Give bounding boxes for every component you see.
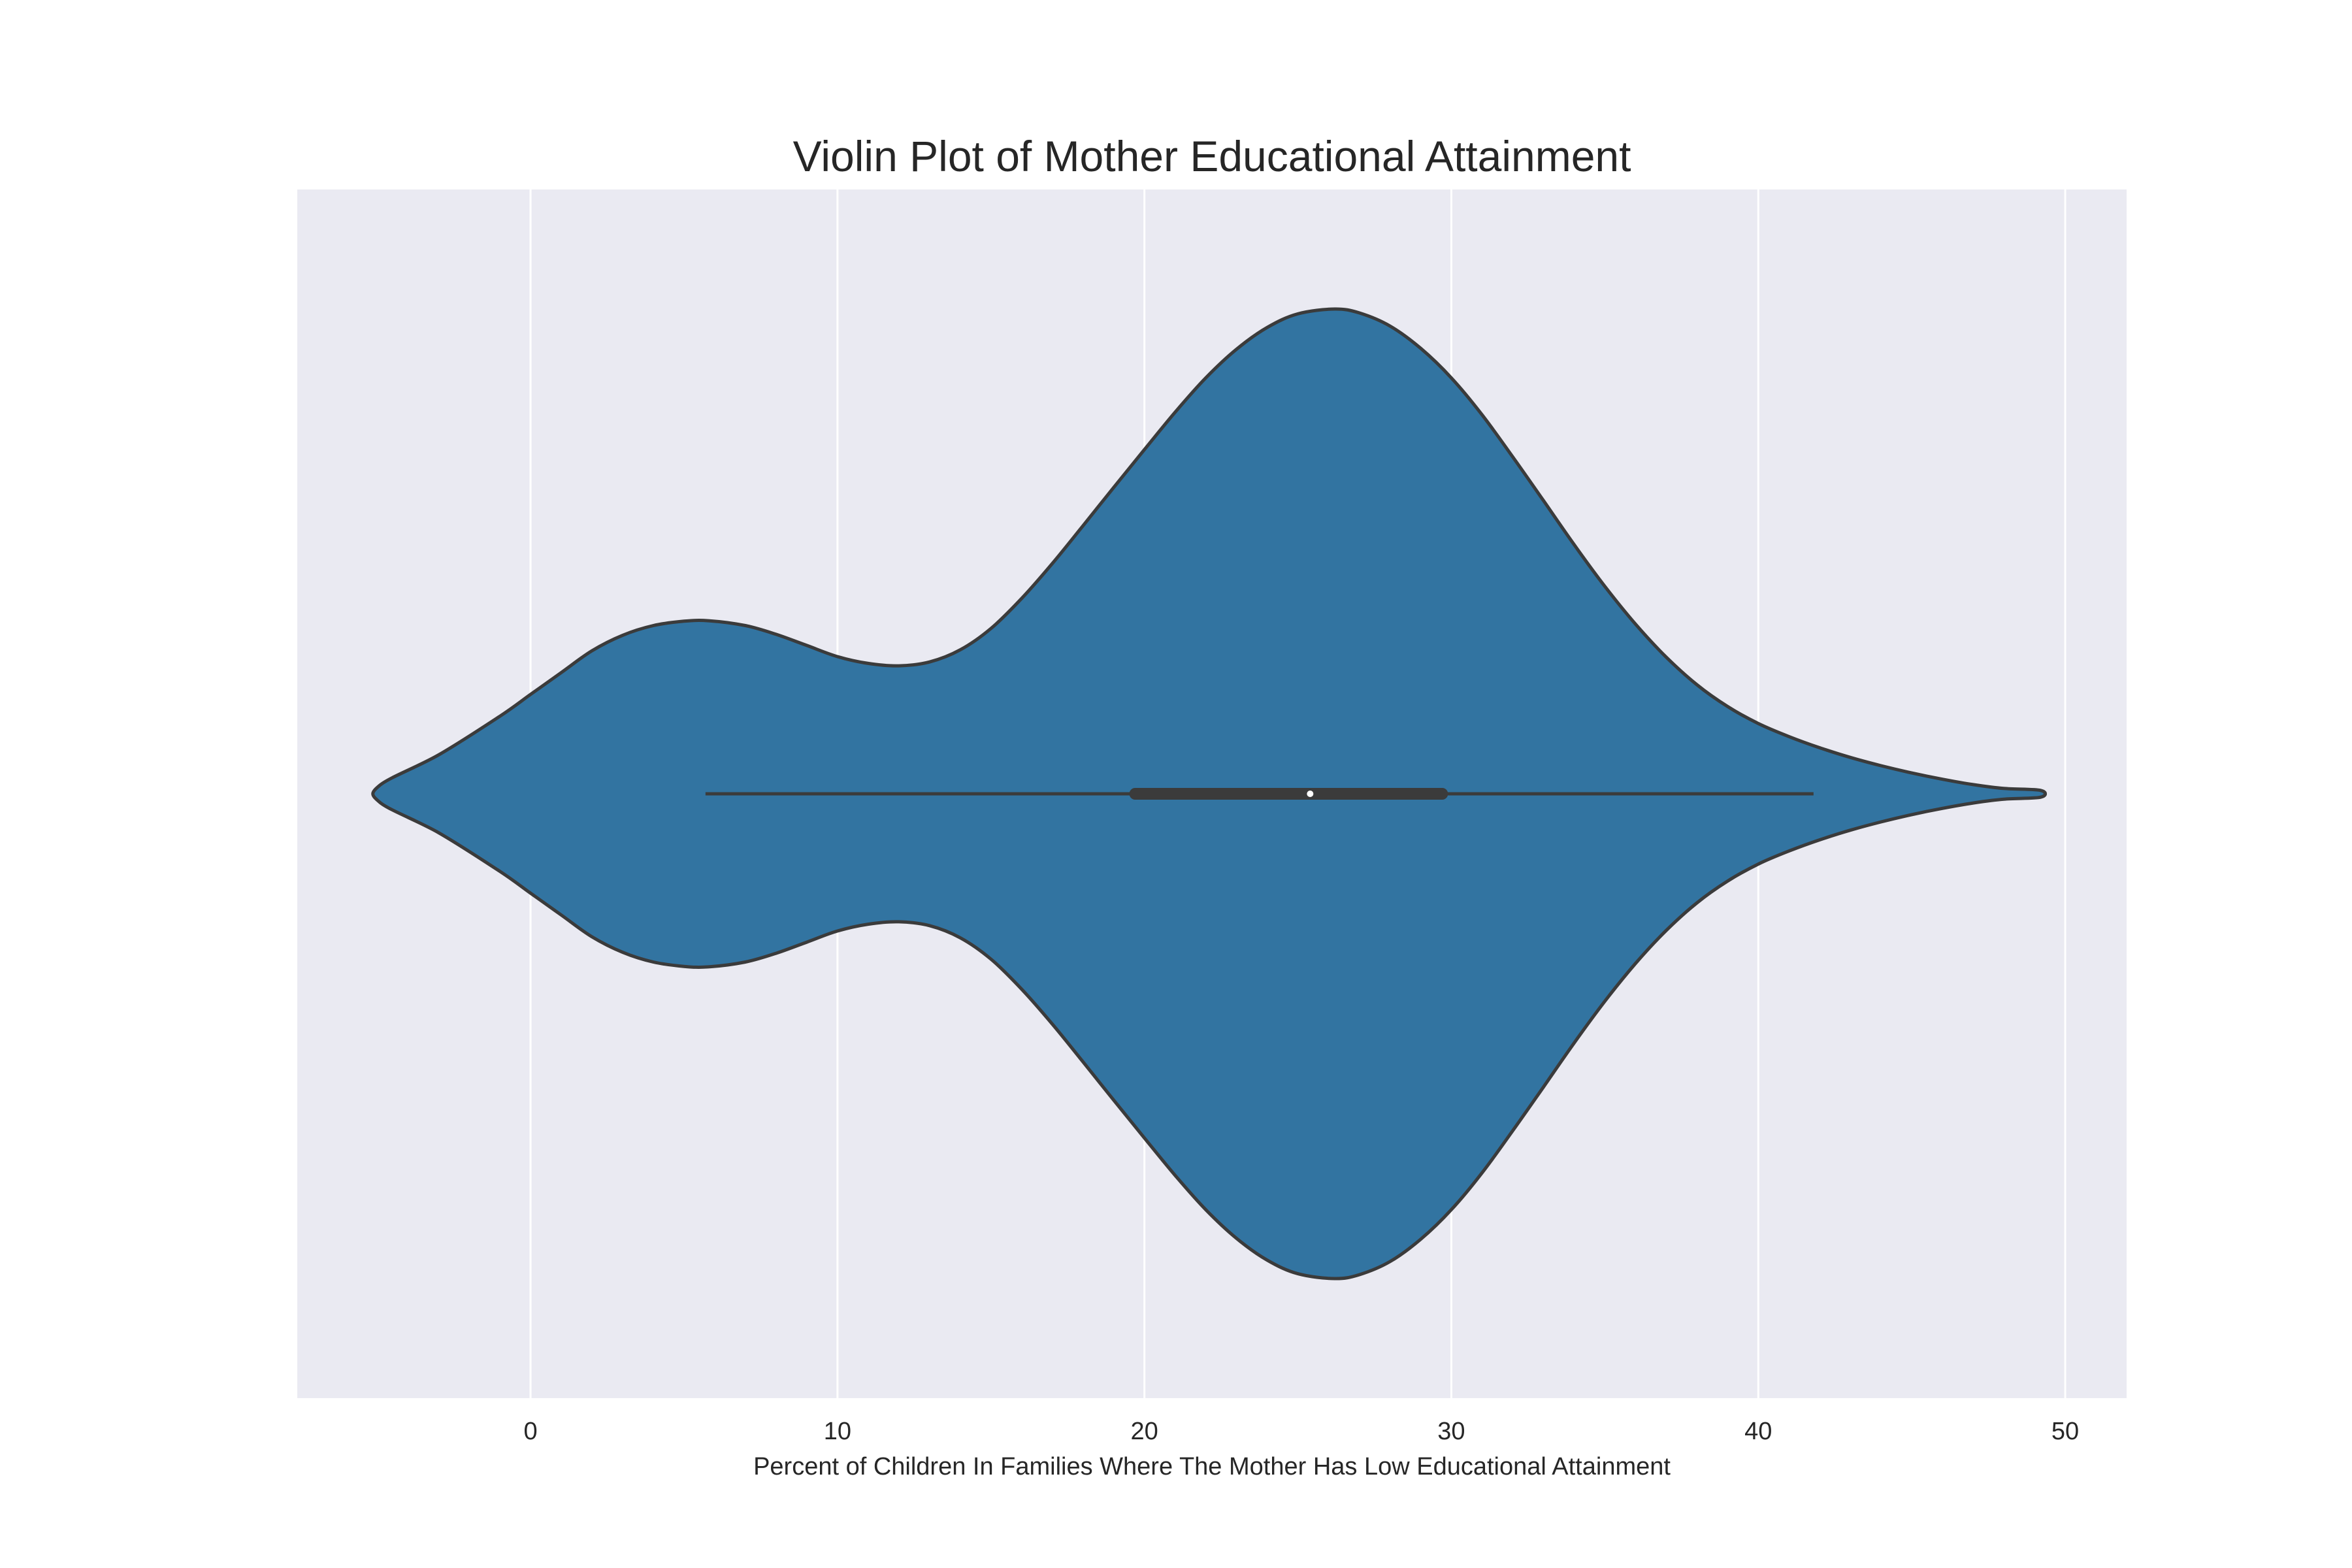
inner-box-layer xyxy=(705,788,1814,800)
x-tick-labels: 0 10 20 30 40 50 xyxy=(523,1418,2079,1445)
x-tick-label-40: 40 xyxy=(1744,1418,1772,1445)
x-tick-label-10: 10 xyxy=(824,1418,851,1445)
median-dot xyxy=(1307,791,1314,797)
x-tick-label-30: 30 xyxy=(1437,1418,1465,1445)
chart-title: Violin Plot of Mother Educational Attain… xyxy=(793,132,1631,180)
x-tick-label-0: 0 xyxy=(523,1418,537,1445)
x-tick-label-50: 50 xyxy=(2051,1418,2079,1445)
x-axis-label: Percent of Children In Families Where Th… xyxy=(753,1453,1671,1480)
x-tick-label-20: 20 xyxy=(1131,1418,1158,1445)
